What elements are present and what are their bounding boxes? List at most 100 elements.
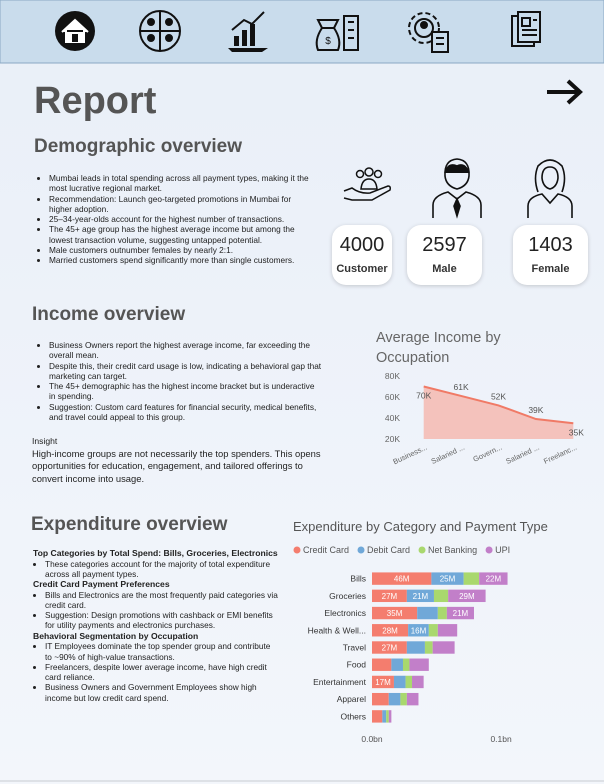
bar-segment <box>406 641 425 654</box>
legend-label: Credit Card <box>303 545 349 555</box>
bar-segment <box>431 572 464 585</box>
note-heading: Behavioral Segmentation by Occupation <box>33 630 199 641</box>
bar-segment <box>372 675 394 689</box>
data-label: 25M <box>440 575 456 584</box>
data-label: 21M <box>453 609 469 618</box>
nav-demographics[interactable] <box>139 10 181 52</box>
next-arrow[interactable] <box>547 79 583 105</box>
data-label: 52K <box>491 391 506 401</box>
bar-segment <box>372 606 418 620</box>
bullet-list: Mumbai leads in total spending across al… <box>37 173 315 266</box>
note-heading: Top Categories by Total Spend: Bills, Gr… <box>33 548 278 558</box>
bar-segment <box>448 589 486 603</box>
chart-title: Expenditure by Category and Payment Type <box>293 519 548 534</box>
area <box>423 386 574 439</box>
bar-segment <box>437 606 447 620</box>
data-label: 28M <box>382 626 398 635</box>
female-icon <box>527 159 573 218</box>
bar-segment <box>406 692 419 706</box>
y-tick-label: 20K <box>385 434 400 444</box>
insight-text: High-income groups are not necessarily t… <box>32 447 321 484</box>
y-tick-label: Bills <box>350 574 366 584</box>
bar-segment <box>382 710 387 723</box>
bar-segment <box>372 589 407 603</box>
bullet-list: Bills and Electronics are the most frequ… <box>33 590 278 631</box>
kpi-card: 1403 Female <box>513 225 588 285</box>
bar-segment <box>393 675 406 689</box>
y-tick-label: Travel <box>343 643 366 653</box>
customer-icon <box>343 167 391 201</box>
bar-segment <box>446 606 474 620</box>
bullet: These categories account for the majorit… <box>45 559 278 580</box>
x-tick-label: Salaried ... <box>430 443 466 466</box>
data-label: 39K <box>528 405 543 415</box>
data-label: 17M <box>375 678 391 687</box>
bullet-list: These categories account for the majorit… <box>33 559 278 580</box>
x-tick-label: Govern... <box>472 443 504 464</box>
bullet: Mumbai leads in total spending across al… <box>49 173 315 194</box>
data-label: 70K <box>416 391 431 401</box>
y-tick-label: Food <box>347 660 367 670</box>
bullet: Despite this, their credit card usage is… <box>49 361 322 382</box>
data-label: 35K <box>569 427 584 437</box>
kpi-value: 4000 <box>339 234 385 256</box>
nav-customer-settings[interactable] <box>408 12 449 53</box>
bullet: IT Employees dominate the top spender gr… <box>45 641 278 662</box>
kpi-label: Male <box>432 263 457 275</box>
legend-label: Net Banking <box>428 545 477 555</box>
bar-segment <box>408 624 429 637</box>
nav-bar <box>0 0 604 64</box>
bullet: Business Owners report the highest avera… <box>49 340 322 361</box>
insight-label: Insight <box>32 436 58 446</box>
y-tick-label: Electronics <box>324 608 366 618</box>
kpi-label: Female <box>531 263 570 275</box>
legend-label: UPI <box>495 545 510 555</box>
bullet-list: Mumbai leads in total spending across al… <box>37 173 315 266</box>
x-tick-label: 0.0bn <box>361 734 383 744</box>
bar-segment <box>386 710 389 723</box>
bar-segment <box>402 658 410 671</box>
bar-segment <box>372 572 432 585</box>
bar-segment <box>405 675 413 689</box>
y-tick-label: Apparel <box>337 694 366 704</box>
kpi-card: 2597 Male <box>407 225 482 285</box>
data-label: 27M <box>382 592 398 601</box>
data-label: 29M <box>459 592 475 601</box>
bar-segment <box>391 658 403 671</box>
male-icon <box>432 158 482 219</box>
bar-segment <box>372 658 392 671</box>
kpi-label: Customer <box>336 263 388 275</box>
kpi-value: 2597 <box>422 234 467 256</box>
bar-segment <box>479 572 508 585</box>
bar-segment <box>406 589 434 603</box>
bullet: Suggestion: Design promotions with cashb… <box>45 610 278 631</box>
nav-growth[interactable] <box>228 11 268 52</box>
legend-swatch <box>293 546 301 554</box>
y-tick-label: Health & Well... <box>308 625 366 635</box>
y-tick-label: 80K <box>385 371 400 381</box>
nav-report[interactable] <box>511 11 541 47</box>
bullet: Married customers spend significantly mo… <box>49 255 315 265</box>
y-tick-label: 60K <box>385 392 400 402</box>
bar-segment <box>372 710 383 723</box>
data-label: 46M <box>394 575 410 584</box>
nav-finance[interactable]: $ <box>315 15 359 51</box>
legend-label: Debit Card <box>367 545 410 555</box>
bullet: Recommendation: Launch geo-targeted prom… <box>49 194 315 215</box>
insight-block: Insight High-income groups are not neces… <box>32 435 332 485</box>
x-tick-label: 0.1bn <box>490 734 512 744</box>
bar-segment <box>428 624 438 637</box>
chart-title: Average Income by Occupation <box>376 330 501 366</box>
bullet-list: IT Employees dominate the top spender gr… <box>33 641 278 703</box>
bullet: The 45+ demographic has the highest inco… <box>49 381 322 402</box>
line <box>423 385 574 425</box>
bar-segment <box>417 606 438 620</box>
expenditure-notes: Top Categories by Total Spend: Bills, Gr… <box>33 548 278 703</box>
bullet: Suggestion: Custom card features for fin… <box>49 402 322 423</box>
svg-text:$: $ <box>325 36 331 47</box>
bar-segment <box>372 624 409 637</box>
bullet: The 45+ age group has the highest averag… <box>49 224 315 245</box>
nav-home[interactable] <box>55 11 95 51</box>
bullet: Business Owners and Government Employees… <box>45 682 278 703</box>
